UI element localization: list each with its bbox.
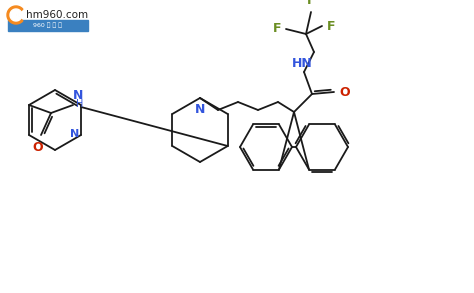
- Text: N: N: [73, 89, 83, 102]
- Text: F: F: [327, 20, 336, 33]
- Text: N: N: [70, 129, 79, 139]
- Text: F: F: [307, 0, 315, 7]
- Text: F: F: [273, 23, 281, 35]
- Text: O: O: [33, 141, 43, 154]
- Text: HN: HN: [292, 57, 312, 70]
- Text: hm960.com: hm960.com: [26, 10, 88, 20]
- Text: O: O: [339, 86, 350, 98]
- Wedge shape: [10, 9, 22, 21]
- Text: N: N: [195, 103, 205, 116]
- Bar: [8, 20, 88, 31]
- Wedge shape: [7, 6, 23, 24]
- Text: H: H: [76, 99, 83, 109]
- Text: 960 化 工 网: 960 化 工 网: [34, 23, 63, 28]
